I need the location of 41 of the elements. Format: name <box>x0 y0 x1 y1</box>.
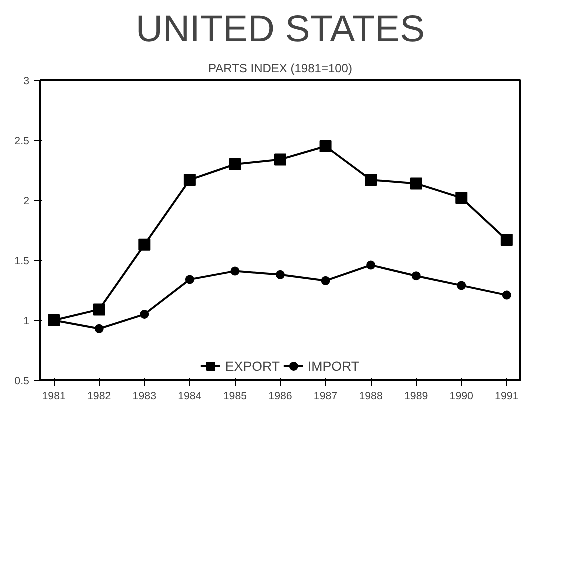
x-tick-label: 1985 <box>223 390 248 402</box>
point <box>500 234 513 246</box>
point <box>456 192 468 204</box>
point <box>184 174 196 186</box>
point <box>366 260 376 270</box>
y-tick-label: 3 <box>24 76 30 88</box>
x-tick-label: 1982 <box>88 390 112 402</box>
point <box>185 275 194 284</box>
point <box>457 281 466 290</box>
x-tick-label: 1984 <box>178 390 202 402</box>
x-tick-label: 1983 <box>132 390 157 402</box>
y-tick-label: 2 <box>24 196 30 208</box>
point <box>229 158 242 170</box>
x-tick-label: 1987 <box>314 390 338 402</box>
x-tick-label: 1986 <box>268 390 292 402</box>
point <box>138 238 151 251</box>
point <box>230 266 240 276</box>
point <box>93 304 106 316</box>
point <box>276 270 285 280</box>
x-tick-label: 1988 <box>359 390 383 402</box>
x-tick-label: 1990 <box>450 390 474 402</box>
point <box>321 276 330 286</box>
point <box>320 140 332 152</box>
x-tick-label: 1989 <box>404 390 428 402</box>
chart-title: UNITED STATES <box>136 8 425 50</box>
point <box>410 178 422 190</box>
chart-subtitle: PARTS INDEX (1981=100) <box>208 62 352 76</box>
y-tick-label: 1 <box>24 316 30 328</box>
x-tick-label: 1981 <box>42 390 66 402</box>
point <box>140 310 150 319</box>
legend-label: IMPORT <box>308 358 360 374</box>
point <box>274 154 286 166</box>
point <box>412 272 421 281</box>
point <box>502 290 512 300</box>
y-tick-label: 1.5 <box>14 256 30 268</box>
y-tick-label: 0.5 <box>14 376 30 388</box>
x-tick-label: 1991 <box>495 390 519 402</box>
y-tick-label: 2.5 <box>14 136 30 148</box>
point <box>94 324 104 334</box>
legend-label: EXPORT <box>225 358 280 374</box>
point <box>365 174 378 186</box>
